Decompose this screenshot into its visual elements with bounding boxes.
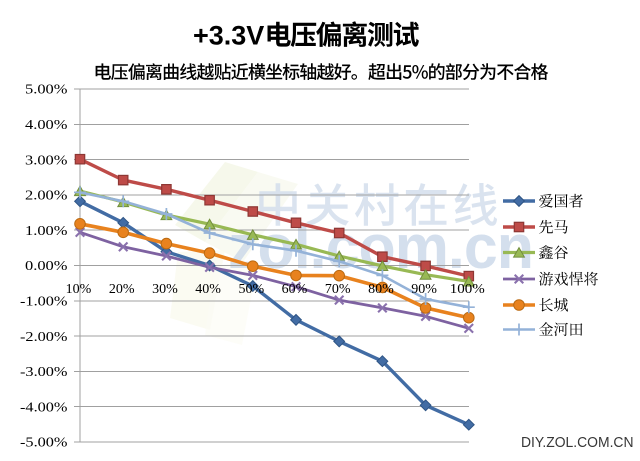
svg-text:-5.00%: -5.00%	[20, 436, 68, 451]
svg-text:+3.3V: +3.3V	[193, 21, 264, 51]
svg-text:-3.00%: -3.00%	[20, 365, 68, 380]
svg-text:DIY.ZOL.COM.CN: DIY.ZOL.COM.CN	[521, 434, 634, 451]
svg-text:70%: 70%	[325, 282, 351, 297]
svg-text:20%: 20%	[109, 282, 135, 297]
svg-text:90%: 90%	[411, 282, 437, 297]
svg-text:3.00%: 3.00%	[25, 153, 68, 168]
svg-text:50%: 50%	[238, 282, 264, 297]
svg-text:1.00%: 1.00%	[25, 224, 68, 239]
svg-text:-4.00%: -4.00%	[20, 400, 68, 415]
svg-text:4.00%: 4.00%	[25, 118, 68, 133]
svg-text:2.00%: 2.00%	[25, 189, 68, 204]
svg-text:0.00%: 0.00%	[25, 259, 68, 274]
svg-text:40%: 40%	[195, 282, 221, 297]
svg-text:10%: 10%	[66, 282, 92, 297]
svg-text:30%: 30%	[152, 282, 178, 297]
svg-text:-2.00%: -2.00%	[20, 330, 68, 345]
svg-text:60%: 60%	[282, 282, 308, 297]
svg-text:5.00%: 5.00%	[25, 83, 68, 98]
svg-text:100%: 100%	[450, 282, 485, 297]
svg-text:80%: 80%	[368, 282, 394, 297]
svg-text:-1.00%: -1.00%	[20, 295, 68, 310]
